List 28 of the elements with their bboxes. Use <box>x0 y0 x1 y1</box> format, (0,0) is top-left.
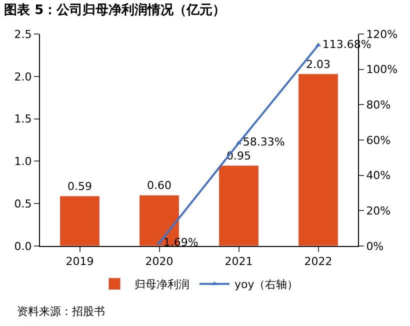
y2-tick-label: 120% <box>366 28 398 41</box>
y2-tick-label: 0% <box>366 240 384 253</box>
x-tick-label: 2022 <box>304 255 332 268</box>
y-tick-label: 2.5 <box>14 28 32 41</box>
bar <box>298 74 338 246</box>
data-label: 0.60 <box>147 179 172 192</box>
text: 资料来源：招股书 <box>17 305 105 318</box>
data-label: 2.03 <box>306 58 331 71</box>
bar <box>218 165 259 246</box>
text: 0.0 <box>14 240 32 253</box>
text: 2.0 <box>14 70 32 84</box>
legend-label: yoy（右轴） <box>234 278 298 292</box>
chart-title: 图表 5：公司归母净利润情况（亿元） <box>4 2 226 18</box>
y-tick-label: 1.5 <box>14 112 32 126</box>
x-tick-label: 2021 <box>224 255 253 268</box>
x-tick-label: 2020 <box>145 255 174 268</box>
legend-label: 归母净利润 <box>134 278 190 292</box>
y2-tick-label: 100% <box>366 63 398 76</box>
x-tick-label: 2019 <box>66 255 94 268</box>
y-tick-label: 0.5 <box>14 197 32 210</box>
y2-tick-label: 20% <box>366 204 391 218</box>
data-label: 0.59 <box>68 180 92 193</box>
text: 1.0 <box>14 155 32 168</box>
data-label: 58.33% <box>242 136 285 149</box>
y2-tick-label: 80% <box>366 98 391 112</box>
y2-tick-label: 60% <box>366 134 391 147</box>
y2-tick-label: 40% <box>366 169 391 182</box>
bar <box>60 196 100 246</box>
